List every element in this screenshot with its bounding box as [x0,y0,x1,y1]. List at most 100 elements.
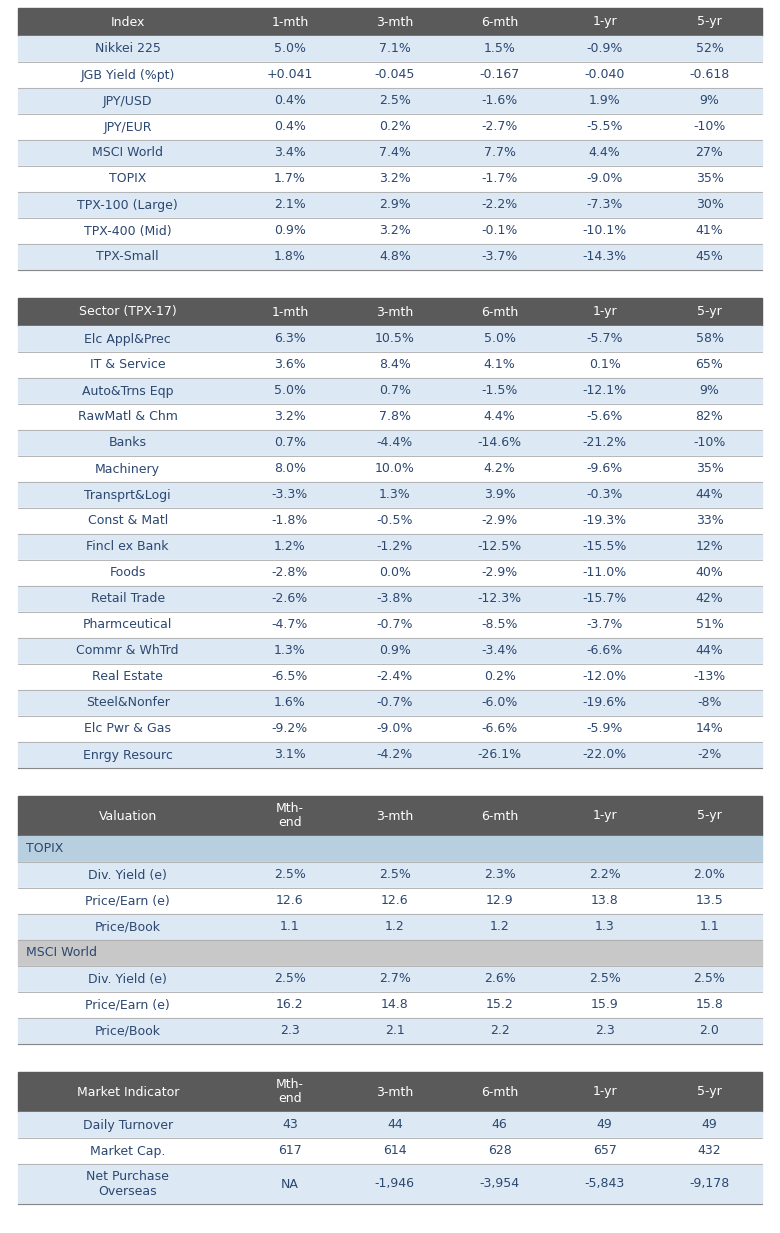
Bar [18,612,762,637]
Text: 617: 617 [278,1144,302,1158]
Text: -15.7%: -15.7% [583,593,627,605]
Text: 2.7%: 2.7% [379,973,411,985]
Text: 65%: 65% [696,359,724,371]
Text: 7.1%: 7.1% [379,42,411,55]
Text: 1.2: 1.2 [490,921,509,933]
Text: -3.8%: -3.8% [377,593,413,605]
Text: 15.2: 15.2 [486,999,513,1011]
Text: 12.9: 12.9 [486,894,513,907]
Text: 5-yr: 5-yr [697,306,722,318]
Text: 82%: 82% [696,411,724,423]
Text: Net Purchase
Overseas: Net Purchase Overseas [87,1170,169,1198]
Text: 7.7%: 7.7% [484,147,516,159]
Bar [18,36,762,62]
Bar [18,298,762,326]
Bar [18,88,762,113]
Text: Daily Turnover: Daily Turnover [83,1118,173,1132]
Text: 9%: 9% [700,95,719,107]
Text: +0.041: +0.041 [267,69,313,81]
Text: Price/Book: Price/Book [94,921,161,933]
Text: 35%: 35% [696,173,724,185]
Text: 1-mth: 1-mth [271,306,309,318]
Text: -12.0%: -12.0% [583,671,627,683]
Text: -10%: -10% [693,436,725,450]
Bar [18,637,762,665]
Text: -1.8%: -1.8% [271,514,308,528]
Text: TOPIX: TOPIX [109,173,147,185]
Text: 5-yr: 5-yr [697,1085,722,1099]
Text: -3.7%: -3.7% [481,250,518,264]
Text: -0.3%: -0.3% [587,488,623,502]
Text: 6-mth: 6-mth [481,16,519,28]
Text: 3.2%: 3.2% [379,173,411,185]
Text: -0.167: -0.167 [480,69,519,81]
Text: Pharmceutical: Pharmceutical [83,619,172,631]
Text: 2.5%: 2.5% [379,868,411,882]
Bar [18,1018,762,1044]
Bar [18,888,762,914]
Text: 14.8: 14.8 [381,999,409,1011]
Bar [18,965,762,993]
Text: Index: Index [111,16,145,28]
Text: 6.3%: 6.3% [274,333,306,345]
Text: 35%: 35% [696,462,724,476]
Text: RawMatl & Chm: RawMatl & Chm [78,411,178,423]
Bar [18,482,762,508]
Text: -11.0%: -11.0% [583,566,627,580]
Text: 2.3: 2.3 [595,1025,615,1037]
Text: -6.0%: -6.0% [481,697,518,709]
Text: MSCI World: MSCI World [26,947,97,959]
Bar [18,742,762,768]
Text: 3-mth: 3-mth [376,16,413,28]
Text: 2.1%: 2.1% [274,199,306,212]
Bar [18,586,762,612]
Text: 3.9%: 3.9% [484,488,516,502]
Bar [18,560,762,586]
Text: JPY/USD: JPY/USD [103,95,153,107]
Bar [18,326,762,351]
Text: -2.9%: -2.9% [481,566,518,580]
Text: -6.5%: -6.5% [271,671,308,683]
Text: -19.3%: -19.3% [583,514,626,528]
Bar [18,914,762,940]
Text: 1.8%: 1.8% [274,250,306,264]
Text: 6-mth: 6-mth [481,306,519,318]
Text: -0.7%: -0.7% [377,619,413,631]
Text: 46: 46 [492,1118,508,1132]
Text: TPX-100 (Large): TPX-100 (Large) [77,199,178,212]
Text: 13.8: 13.8 [590,894,619,907]
Text: TOPIX: TOPIX [26,842,63,856]
Text: IT & Service: IT & Service [90,359,165,371]
Text: 614: 614 [383,1144,406,1158]
Bar [18,379,762,404]
Text: JPY/EUR: JPY/EUR [104,121,152,133]
Bar [18,1071,762,1112]
Text: -8%: -8% [697,697,722,709]
Text: -26.1%: -26.1% [477,748,522,762]
Text: 2.2%: 2.2% [589,868,621,882]
Text: 8.4%: 8.4% [379,359,411,371]
Text: Price/Earn (e): Price/Earn (e) [85,894,170,907]
Text: 3.2%: 3.2% [379,224,411,238]
Text: Auto&Trns Eqp: Auto&Trns Eqp [82,385,173,397]
Text: -0.5%: -0.5% [377,514,413,528]
Text: 43: 43 [282,1118,298,1132]
Text: 52%: 52% [696,42,724,55]
Text: -1.7%: -1.7% [481,173,518,185]
Text: Real Estate: Real Estate [92,671,163,683]
Text: 6-mth: 6-mth [481,810,519,822]
Text: Sector (TPX-17): Sector (TPX-17) [79,306,176,318]
Text: Elc Pwr & Gas: Elc Pwr & Gas [84,723,172,736]
Text: -3,954: -3,954 [480,1178,519,1191]
Text: -0.045: -0.045 [374,69,415,81]
Text: -4.2%: -4.2% [377,748,413,762]
Text: -14.3%: -14.3% [583,250,626,264]
Text: 0.0%: 0.0% [379,566,411,580]
Text: 0.2%: 0.2% [484,671,516,683]
Text: 0.4%: 0.4% [274,95,306,107]
Text: 33%: 33% [696,514,723,528]
Text: -0.1%: -0.1% [481,224,518,238]
Text: 2.5%: 2.5% [589,973,621,985]
Bar [18,665,762,690]
Bar [18,166,762,192]
